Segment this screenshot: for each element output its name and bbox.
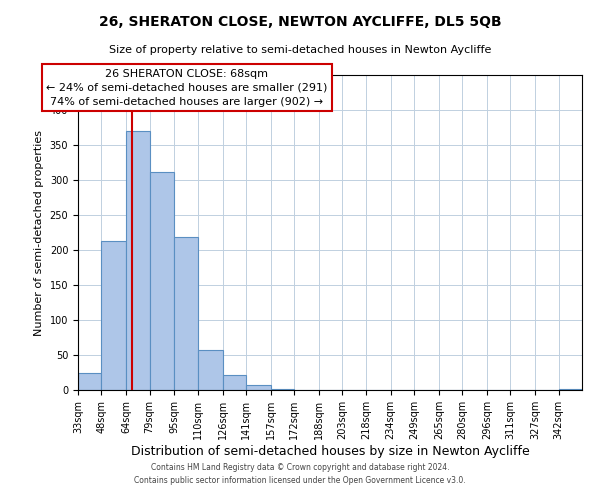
Bar (246, 385, 271, 390)
Bar (223, 374, 246, 390)
Bar (559, 388, 582, 390)
Text: Contains HM Land Registry data © Crown copyright and database right 2024.: Contains HM Land Registry data © Crown c… (151, 464, 449, 472)
Y-axis label: Number of semi-detached properties: Number of semi-detached properties (34, 130, 44, 336)
Bar (149, 172, 175, 390)
Bar (101, 241, 126, 390)
Bar (198, 350, 223, 390)
Text: 26 SHERATON CLOSE: 68sqm
← 24% of semi-detached houses are smaller (291)
74% of : 26 SHERATON CLOSE: 68sqm ← 24% of semi-d… (46, 68, 328, 106)
X-axis label: Distribution of semi-detached houses by size in Newton Aycliffe: Distribution of semi-detached houses by … (131, 444, 529, 458)
Text: Size of property relative to semi-detached houses in Newton Aycliffe: Size of property relative to semi-detach… (109, 45, 491, 55)
Text: Contains public sector information licensed under the Open Government Licence v3: Contains public sector information licen… (134, 476, 466, 485)
Bar (175, 236, 198, 390)
Bar (78, 372, 101, 390)
Text: 26, SHERATON CLOSE, NEWTON AYCLIFFE, DL5 5QB: 26, SHERATON CLOSE, NEWTON AYCLIFFE, DL5… (98, 15, 502, 29)
Bar (126, 131, 149, 390)
Bar (271, 388, 294, 390)
